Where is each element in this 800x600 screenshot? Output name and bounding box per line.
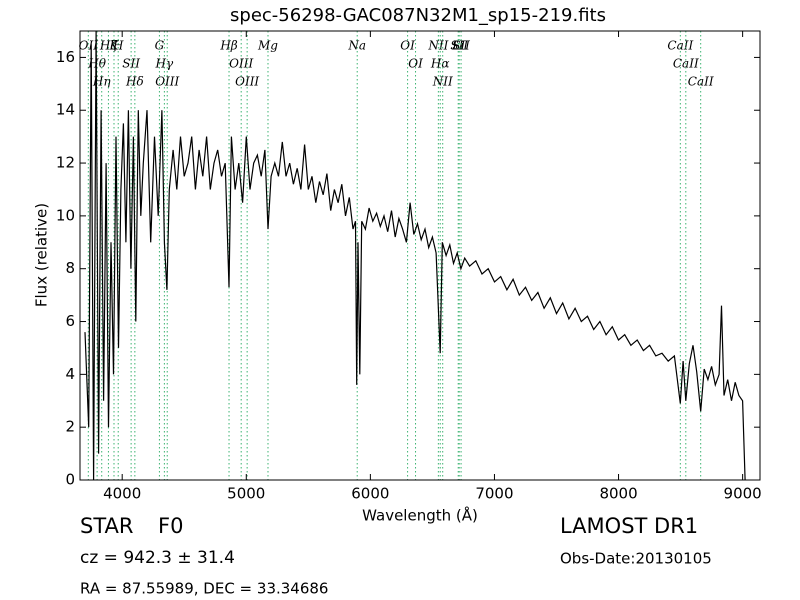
y-axis-label: Flux (relative) [33, 203, 51, 307]
annotation-label: CaII [667, 39, 693, 53]
annotation-label: NII [427, 39, 448, 53]
y-tick-label: 8 [65, 259, 75, 277]
annotation-label: Li [451, 39, 464, 53]
plot-frame [79, 30, 761, 481]
x-axis-label: Wavelength (Å) [362, 506, 478, 525]
spectrum-line [84, 31, 746, 480]
y-tick-label: 6 [65, 312, 75, 330]
x-tick-label: 4000 [103, 485, 141, 503]
x-tick-label: 9000 [724, 485, 762, 503]
annotation-label: H [112, 39, 124, 53]
annotation-label: OI [400, 39, 415, 53]
y-tick-label: 4 [65, 365, 75, 383]
survey: LAMOST DR1 [560, 514, 698, 538]
x-tick-label: 5000 [227, 485, 265, 503]
annotation-label: Mg [257, 39, 278, 53]
y-tick-label: 10 [56, 206, 75, 224]
chart-title: spec-56298-GAC087N32M1_sp15-219.fits [230, 5, 606, 26]
annotation-label: Hα [430, 57, 450, 71]
annotation-label: K [109, 39, 120, 53]
subclass: F0 [158, 514, 183, 538]
annotation-label: Hγ [155, 57, 174, 71]
coords: RA = 87.55989, DEC = 33.34686 [80, 580, 328, 598]
obs-date: Obs-Date:20130105 [560, 550, 712, 568]
annotation-label: Na [347, 39, 366, 53]
annotation-label: OII [79, 39, 99, 53]
annotation-label: Hθ [87, 57, 106, 71]
annotation-label: CaII [673, 57, 699, 71]
annotation-label: Hβ [219, 39, 237, 53]
annotation-label: OIII [229, 57, 253, 71]
annotation-label: SII [122, 57, 140, 71]
y-tick-label: 2 [65, 418, 75, 436]
annotation-label: Hζ [99, 39, 118, 53]
annotation-label: NII [432, 75, 453, 89]
annotation-label: CaII [688, 75, 714, 89]
annotation-label: OIII [235, 75, 259, 89]
annotation-label: Hδ [125, 75, 144, 89]
x-tick-label: 8000 [599, 485, 637, 503]
y-tick-label: 12 [56, 154, 75, 172]
x-tick-label: 6000 [351, 485, 389, 503]
annotation-label: SII [450, 39, 468, 53]
y-tick-label: 16 [56, 48, 75, 66]
y-tick-label: 14 [56, 101, 75, 119]
annotation-label: G [155, 39, 165, 53]
annotation-label: SII [452, 39, 470, 53]
annotation-label: OIII [155, 75, 179, 89]
annotation-label: Hη [92, 75, 111, 89]
cz: cz = 942.3 ± 31.4 [80, 548, 235, 568]
class: STAR [80, 514, 133, 538]
x-tick-label: 7000 [475, 485, 513, 503]
annotation-label: OI [408, 57, 423, 71]
y-tick-label: 0 [65, 471, 75, 489]
